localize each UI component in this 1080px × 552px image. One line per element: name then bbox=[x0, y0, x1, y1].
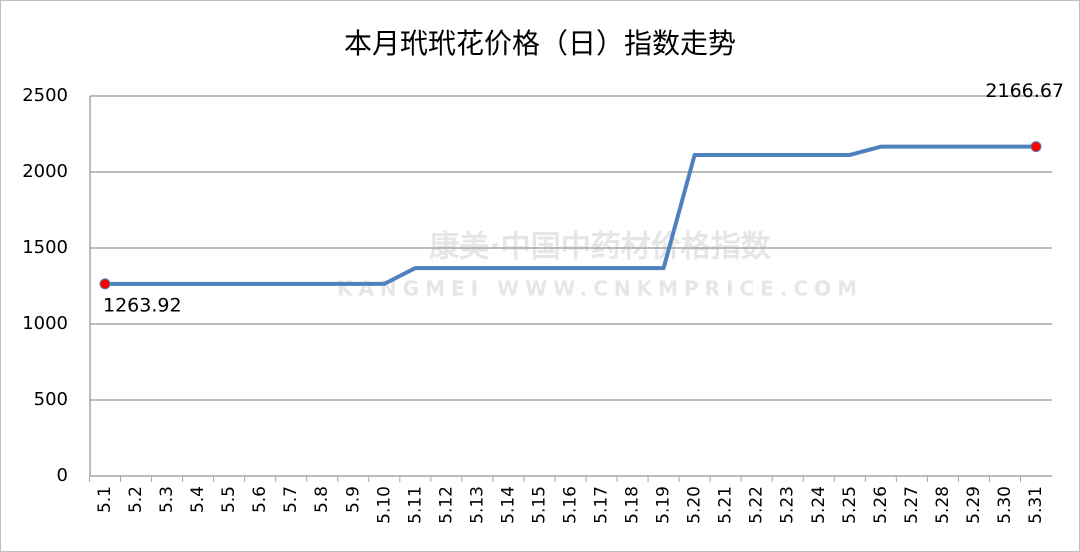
x-tick-label: 5.21 bbox=[716, 486, 736, 524]
x-tick-label: 5.23 bbox=[778, 486, 798, 524]
x-tick-label: 5.12 bbox=[436, 486, 456, 524]
data-marker bbox=[99, 278, 111, 290]
watermark: 康美·中国中药材价格指数 bbox=[429, 230, 771, 265]
x-tick-label: 5.26 bbox=[871, 486, 891, 524]
x-tick-label: 5.17 bbox=[592, 486, 612, 524]
x-tick-label: 5.16 bbox=[561, 486, 581, 524]
y-tick-label: 500 bbox=[34, 389, 68, 410]
x-tick-label: 5.1 bbox=[95, 486, 115, 513]
x-tick-label: 5.13 bbox=[467, 486, 487, 524]
y-tick-label: 2500 bbox=[22, 85, 68, 106]
x-tick-label: 5.18 bbox=[623, 486, 643, 524]
x-tick-label: 5.11 bbox=[405, 486, 425, 524]
x-tick-label: 5.25 bbox=[840, 486, 860, 524]
x-tick-label: 5.4 bbox=[188, 486, 208, 513]
data-label: 1263.92 bbox=[103, 294, 182, 316]
x-tick-label: 5.7 bbox=[281, 486, 301, 513]
x-tick-label: 5.20 bbox=[685, 486, 705, 524]
x-tick-label: 5.2 bbox=[126, 486, 146, 513]
y-tick-label: 1000 bbox=[22, 313, 68, 334]
data-marker bbox=[1030, 141, 1042, 153]
y-tick-label: 2000 bbox=[22, 161, 68, 182]
x-tick-label: 5.19 bbox=[654, 486, 674, 524]
x-tick-label: 5.5 bbox=[219, 486, 239, 513]
x-tick-label: 5.14 bbox=[498, 486, 518, 524]
x-tick-label: 5.30 bbox=[995, 486, 1015, 524]
x-tick-label: 5.24 bbox=[809, 486, 829, 524]
x-tick-label: 5.22 bbox=[747, 486, 767, 524]
x-tick-label: 5.27 bbox=[902, 486, 922, 524]
x-tick-label: 5.31 bbox=[1026, 486, 1046, 524]
line-series bbox=[105, 144, 1036, 286]
x-tick-label: 5.28 bbox=[933, 486, 953, 524]
y-tick-label: 0 bbox=[57, 465, 68, 486]
watermark: KANGMEI WWW.CNKMPRICE.COM bbox=[337, 277, 863, 301]
y-tick-label: 1500 bbox=[22, 237, 68, 258]
data-label: 2166.67 bbox=[985, 80, 1064, 102]
x-tick-label: 5.8 bbox=[312, 486, 332, 513]
chart-title: 本月玳玳花价格（日）指数走势 bbox=[344, 27, 736, 60]
x-tick-label: 5.10 bbox=[374, 486, 394, 524]
x-tick-label: 5.29 bbox=[964, 486, 984, 524]
x-tick-label: 5.6 bbox=[250, 486, 270, 513]
x-tick-label: 5.9 bbox=[343, 486, 363, 513]
x-tick-label: 5.3 bbox=[157, 486, 177, 513]
x-tick-label: 5.15 bbox=[529, 486, 549, 524]
